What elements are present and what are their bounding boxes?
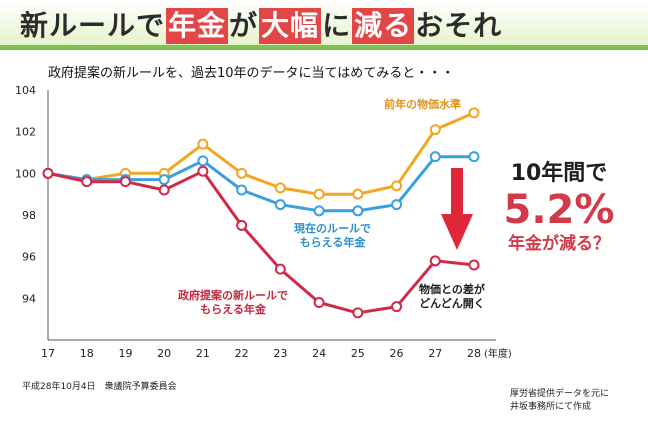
annotation-price-level: 前年の物価水準	[384, 98, 461, 111]
x-axis-unit-label: (年度)	[484, 347, 512, 360]
x-tick-label: 27	[428, 347, 442, 360]
down-arrow-icon	[441, 214, 473, 250]
data-point	[42, 167, 54, 179]
title-part: おそれ	[415, 9, 503, 42]
series-line	[47, 169, 475, 315]
page-title: 新ルールで 年金が大幅に減る おそれ	[20, 6, 502, 46]
title-highlight: 減る	[352, 8, 415, 44]
y-tick-label: 96	[22, 251, 36, 264]
title-highlight: 大幅	[259, 8, 322, 44]
footer-line: 井坂事務所にて作成	[510, 402, 592, 412]
data-point	[468, 107, 480, 119]
y-tick-label: 102	[15, 126, 36, 139]
data-point	[429, 151, 441, 163]
y-tick-label: 104	[15, 84, 36, 97]
data-point	[429, 255, 441, 267]
x-tick-label: 17	[41, 347, 55, 360]
data-point	[274, 199, 286, 211]
data-point	[81, 176, 93, 188]
down-arrow-shaft	[451, 168, 463, 216]
headline-percentage: 5.2%	[503, 187, 615, 233]
headline-period: 10年間で	[510, 161, 608, 186]
data-point	[391, 301, 403, 313]
data-point	[313, 188, 325, 200]
data-point	[274, 182, 286, 194]
title-part: 新ルールで	[20, 9, 166, 42]
annotation-line: どんどん開く	[419, 297, 485, 310]
x-tick-label: 19	[118, 347, 132, 360]
data-point	[197, 155, 209, 167]
annotation-line: もらえる年金	[200, 303, 266, 316]
annotation-line: 現在のルールで	[294, 222, 371, 235]
data-point	[236, 167, 248, 179]
data-point	[391, 180, 403, 192]
x-tick-label: 20	[157, 347, 171, 360]
data-point	[197, 165, 209, 177]
footer-credit: 厚労省提供データを元に 井坂事務所にて作成	[510, 388, 609, 414]
annotation-line: 政府提案の新ルールで	[178, 289, 288, 302]
x-tick-label: 22	[235, 347, 249, 360]
data-point	[313, 297, 325, 308]
data-point	[197, 138, 209, 150]
data-point	[429, 124, 441, 136]
data-point	[352, 307, 364, 319]
x-tick-label: 23	[273, 347, 287, 360]
x-tick-label: 24	[312, 347, 326, 360]
title-part: が	[229, 9, 259, 42]
y-tick-label: 100	[15, 167, 36, 180]
x-tick-label: 28	[467, 347, 481, 360]
annotation-line: 物価との差が	[419, 283, 485, 296]
annotation-line: もらえる年金	[299, 236, 366, 249]
data-point	[236, 184, 248, 196]
footer-source-date: 平成28年10月4日 衆議院予算委員会	[22, 382, 177, 392]
headline-callout: 10年間で 5.2% 年金が減る？	[475, 160, 643, 256]
title-banner: 新ルールで 年金が大幅に減る おそれ	[0, 0, 648, 50]
data-point	[468, 259, 480, 271]
data-point	[158, 184, 170, 196]
data-point	[468, 151, 480, 163]
data-point	[352, 188, 364, 200]
x-tick-label: 25	[351, 347, 365, 360]
headline-message: 年金が減る？	[508, 234, 610, 254]
title-highlight: 年金	[166, 8, 229, 44]
series-line	[47, 111, 475, 196]
annotation-gap: 物価との差が どんどん開く	[419, 283, 485, 311]
data-point	[313, 205, 325, 217]
data-point	[391, 199, 403, 211]
y-tick-label: 98	[22, 209, 36, 222]
data-point	[352, 205, 364, 217]
title-part: に	[322, 9, 352, 42]
footer-line: 厚労省提供データを元に	[510, 389, 610, 399]
y-tick-label: 94	[22, 292, 36, 305]
series-line	[47, 155, 474, 213]
banner-underline	[0, 45, 648, 50]
x-tick-label: 18	[80, 347, 94, 360]
annotation-new-rule: 政府提案の新ルールで もらえる年金	[178, 289, 288, 317]
chart-subtitle: 政府提案の新ルールを、過去10年のデータに当てはめてみると・・・	[48, 66, 455, 81]
data-point	[119, 176, 131, 188]
x-tick-label: 21	[196, 347, 210, 360]
annotation-current-rule: 現在のルールで もらえる年金	[294, 222, 371, 250]
data-point	[274, 263, 286, 275]
data-point	[158, 174, 170, 186]
data-point	[236, 219, 248, 231]
x-tick-label: 26	[390, 347, 404, 360]
